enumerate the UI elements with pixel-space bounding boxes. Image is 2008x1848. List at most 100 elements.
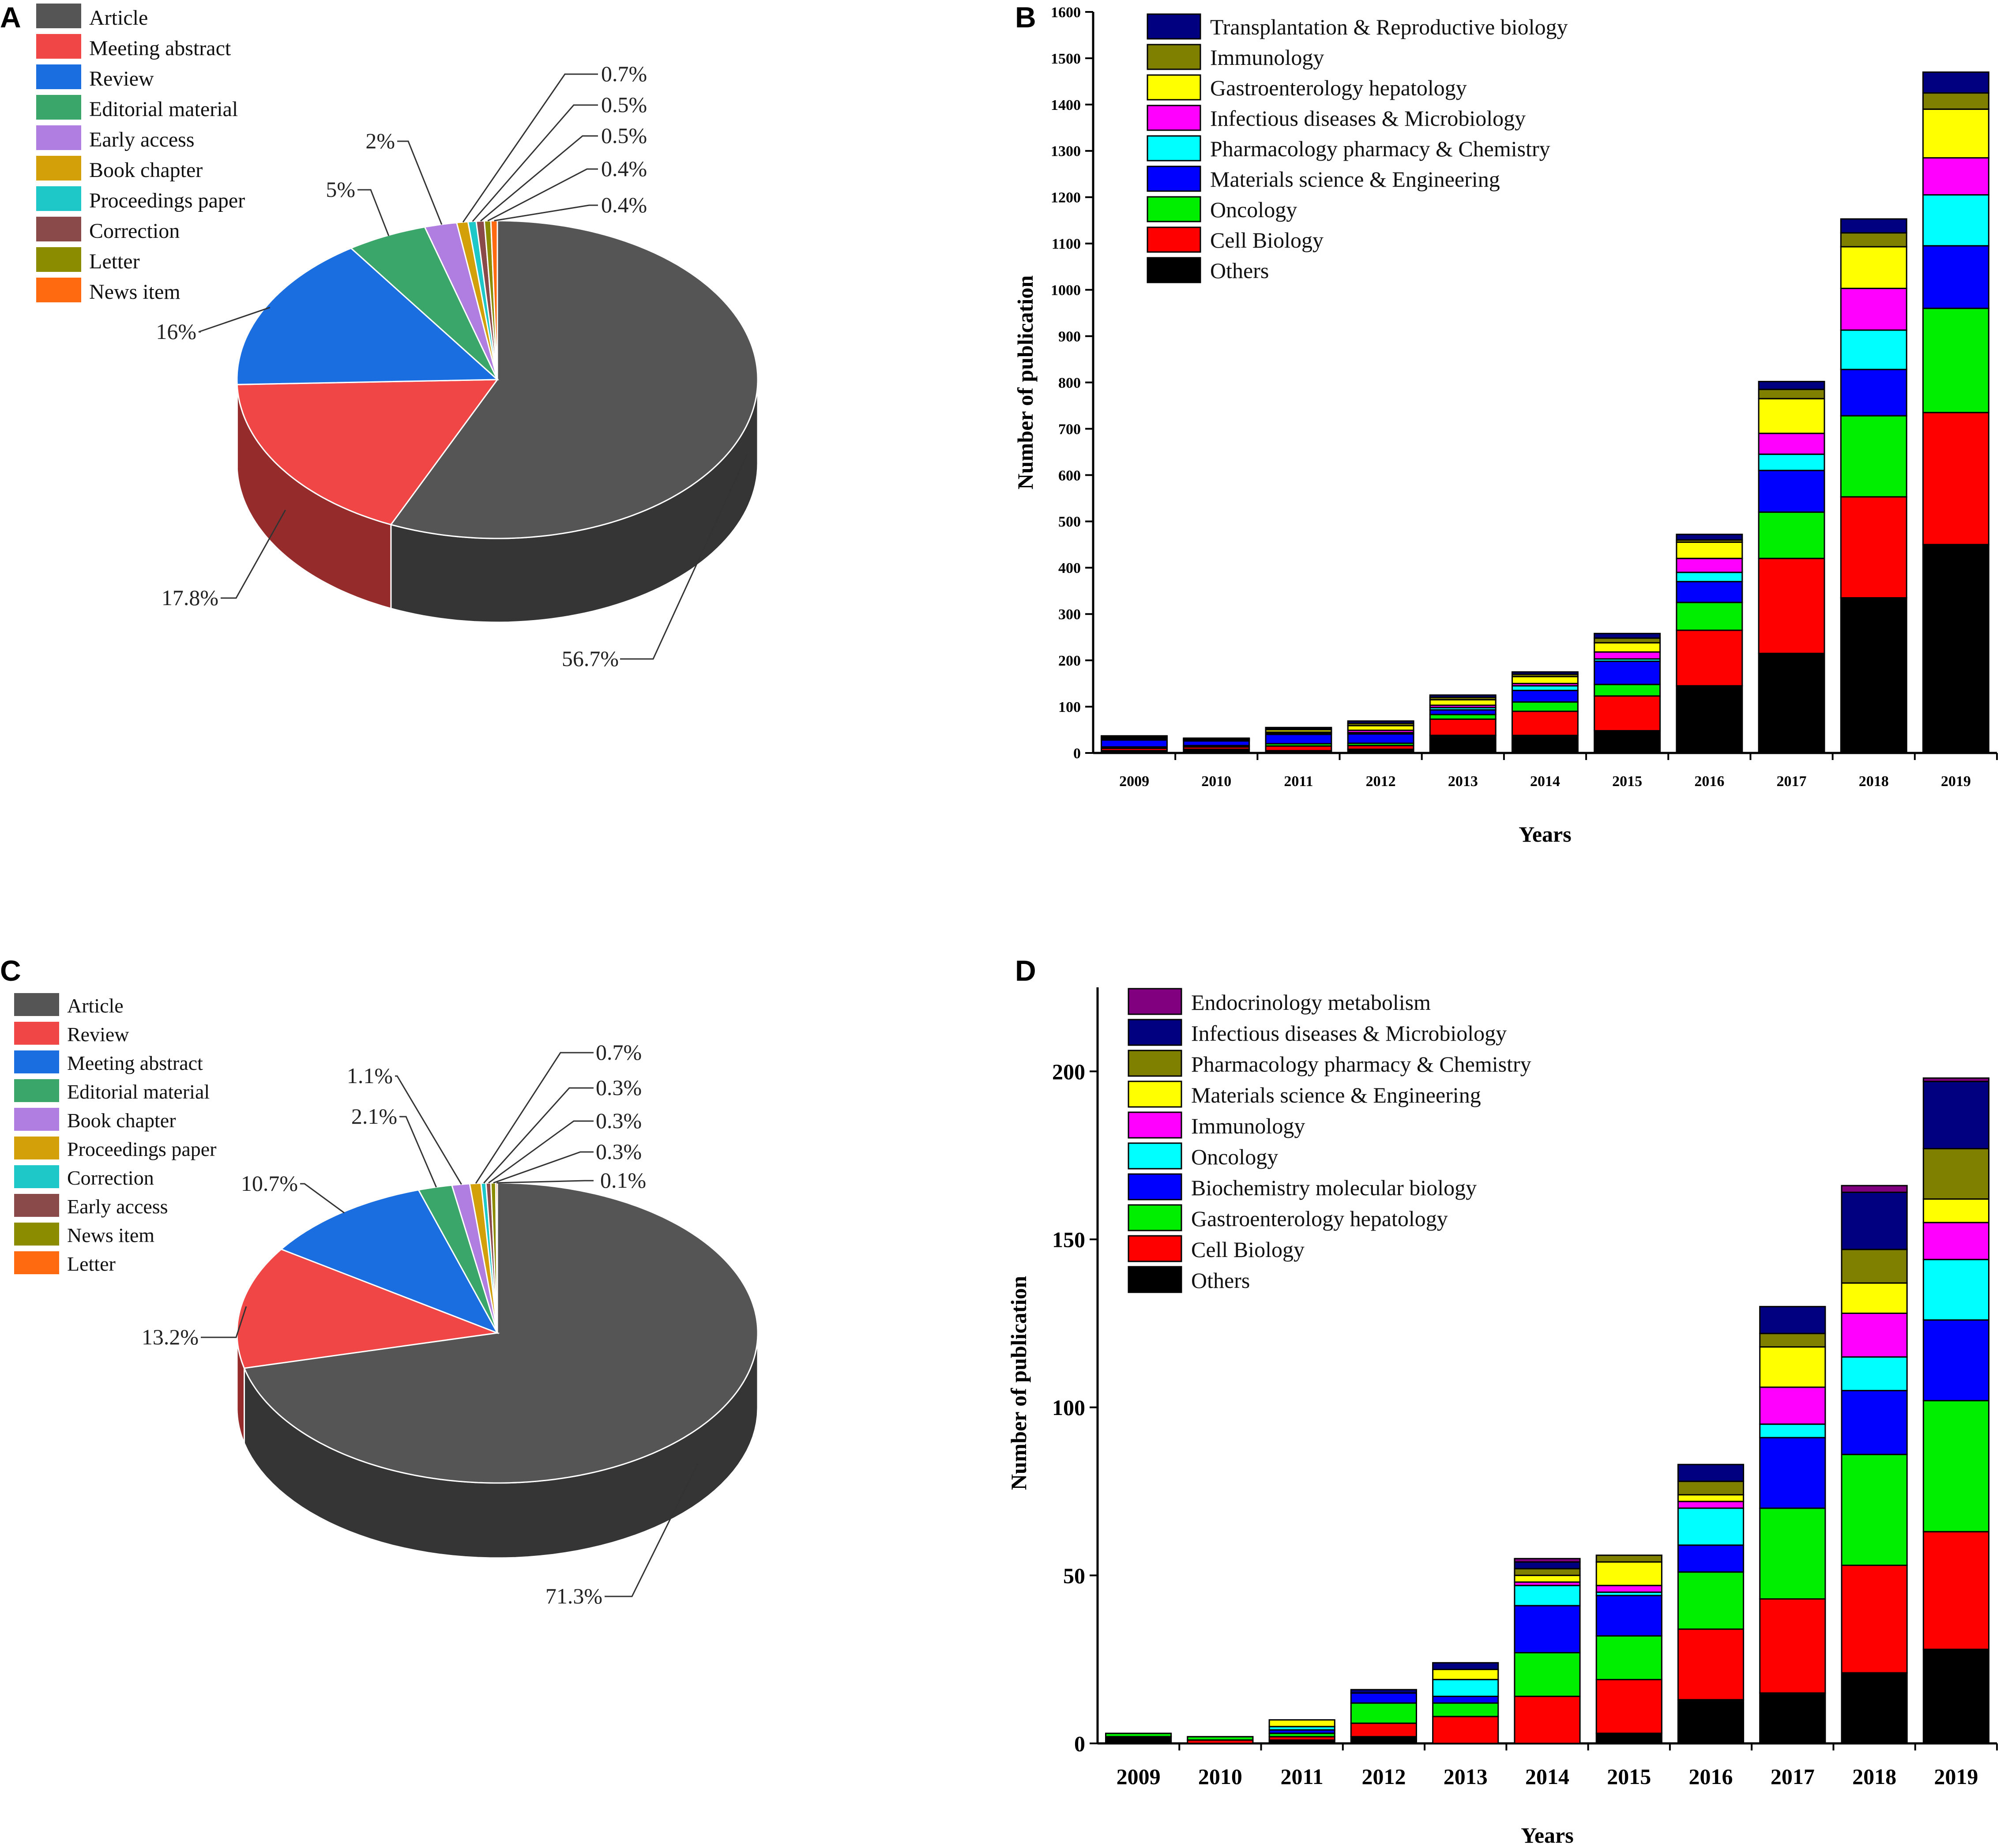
- bar-2014-cell-biology: [1514, 1695, 1581, 1744]
- bar-2017-cell-biology: [1759, 1598, 1826, 1694]
- x-tick-label-2013: 2013: [1444, 1764, 1488, 1789]
- y-tick-label: 0: [1073, 745, 1081, 762]
- y-tick-label: 0: [1074, 1731, 1085, 1756]
- legend-swatch-article: [36, 4, 81, 28]
- bar-2014-cell-biology: [1512, 711, 1579, 736]
- x-axis-title: Years: [1519, 822, 1571, 847]
- bar-2013-materials-science-and-engineering: [1432, 1669, 1499, 1680]
- bar-2016-cell-biology: [1677, 1628, 1745, 1701]
- bar-2013-infectious-diseases-and-microbiology: [1432, 1662, 1499, 1671]
- bar-2019-pharmacology-pharmacy-and-chemistry: [1922, 194, 1989, 247]
- bar-2012-infectious-diseases-and-microbiology: [1350, 1689, 1418, 1694]
- bar-2018-oncology: [1840, 415, 1907, 498]
- bar-2018-pharmacology-pharmacy-and-chemistry: [1840, 329, 1907, 370]
- legend-label-proceedings-paper: Proceedings paper: [89, 189, 245, 212]
- bar-2014-materials-science-and-engineering: [1514, 1574, 1581, 1583]
- legend-swatch-others: [1128, 1266, 1182, 1293]
- bar-2016-others: [1676, 685, 1743, 754]
- bar-2013-oncology: [1432, 1679, 1499, 1697]
- bar-2012-cell-biology: [1350, 1722, 1418, 1738]
- pie-chart-a: Article Meeting abstract Review Editorial m…: [36, 4, 759, 671]
- bar-2018-others: [1840, 597, 1907, 754]
- bar-2015-gastroenterology-hepatology: [1594, 642, 1661, 653]
- legend-swatch-book-chapter: [14, 1108, 59, 1131]
- pie-percent-labels: 56.7% 17.8% 16% 5% 2% 0.7% 0.5% 0.5% 0.4% 0.4%: [156, 61, 748, 671]
- bar-2019-endocrinology-metabolism: [1922, 1077, 1989, 1082]
- legend-label-meeting-abstract: Meeting abstract: [67, 1052, 203, 1074]
- percent-label-editorial-material: 2.1%: [351, 1104, 397, 1129]
- y-tick-label: 800: [1058, 375, 1081, 391]
- pie-chart-c: Article Review Meeting abstract Editorial m…: [14, 993, 759, 1608]
- legend-label-letter: Letter: [89, 250, 140, 273]
- percent-label-early-access: 2%: [365, 128, 395, 153]
- y-tick-label: 1100: [1052, 236, 1081, 252]
- bar-2019-others: [1922, 544, 1989, 754]
- legend-label-meeting-abstract: Meeting abstract: [89, 37, 231, 60]
- legend-label-oncology: Oncology: [1191, 1144, 1278, 1169]
- bar-2014-oncology: [1514, 1585, 1581, 1607]
- bar-2014-endocrinology-metabolism: [1514, 1558, 1581, 1563]
- legend-label-article: Article: [89, 6, 148, 30]
- legend-label-book-chapter: Book chapter: [67, 1109, 176, 1132]
- percent-label-meeting-abstract: 17.8%: [162, 585, 218, 610]
- x-tick-label-2009: 2009: [1117, 1764, 1161, 1789]
- x-tick-label-2010: 2010: [1201, 773, 1231, 790]
- leader-line-article: [605, 1463, 699, 1597]
- legend-label-correction: Correction: [89, 219, 180, 243]
- bar-2018-biochemistry-molecular-biology: [1841, 1390, 1908, 1455]
- bar-2018-gastroenterology-hepatology: [1840, 246, 1907, 289]
- pie-slice-meeting-abstract: [280, 1189, 499, 1334]
- legend-label-infectious-diseases-and-microbiology: Infectious diseases & Microbiology: [1210, 106, 1526, 131]
- legend-swatch-proceedings-paper: [14, 1137, 59, 1159]
- bar-2019-biochemistry-molecular-biology: [1922, 1319, 1989, 1401]
- percent-label-review: 13.2%: [142, 1325, 199, 1349]
- x-tick-label-2017: 2017: [1771, 1764, 1815, 1789]
- bar-2014-biochemistry-molecular-biology: [1514, 1605, 1581, 1653]
- y-tick-label: 700: [1058, 421, 1081, 437]
- bar-2015-others: [1594, 730, 1661, 754]
- bar-2018-infectious-diseases-and-microbiology: [1840, 288, 1907, 331]
- panel-letter-d: D: [1015, 954, 1036, 987]
- bar-2019-transplantation-and-reproductive-biology: [1922, 71, 1989, 94]
- legend-swatch-oncology: [1128, 1142, 1182, 1170]
- bar-2016-infectious-diseases-and-microbiology: [1676, 557, 1743, 573]
- bar-2017-cell-biology: [1758, 557, 1825, 654]
- legend-label-biochemistry-molecular-biology: Biochemistry molecular biology: [1191, 1175, 1477, 1200]
- legend-swatch-infectious-diseases-and-microbiology: [1128, 1019, 1182, 1046]
- bar-2018-oncology: [1841, 1356, 1908, 1392]
- legend-label-cell-biology: Cell Biology: [1191, 1237, 1305, 1262]
- leader-line-letter: [487, 168, 598, 222]
- y-ticks: 0 100 200 300 400 500 600 700 800 900 1000 1100 1200…: [1051, 4, 1093, 762]
- bar-stacks: 2009 2010 2011 2012 2013 2014 2015 2016 2017 2018…: [1101, 71, 1998, 790]
- bar-2011-transplantation-and-reproductive-biology: [1265, 726, 1332, 730]
- bar-2015-transplantation-and-reproductive-biology: [1594, 632, 1661, 639]
- y-axis-title: Number of publication: [1006, 1276, 1031, 1490]
- percent-label-letter: 0.4%: [601, 156, 647, 181]
- bar-chart-b: 0 100 200 300 400 500 600 700 800 900 1000 1100 1200…: [1013, 4, 1998, 847]
- x-tick-label-2012: 2012: [1366, 773, 1396, 790]
- pie-slice-early-access: [424, 222, 498, 380]
- legend-label-gastroenterology-hepatology: Gastroenterology hepatology: [1210, 75, 1467, 100]
- legend-label-oncology: Oncology: [1210, 197, 1297, 222]
- bar-2013-gastroenterology-hepatology: [1432, 1702, 1499, 1717]
- y-tick-label: 100: [1058, 699, 1081, 715]
- legend-swatch-infectious-diseases-and-microbiology: [1147, 105, 1201, 131]
- x-tick-label-2012: 2012: [1361, 1764, 1406, 1789]
- bar-2016-others: [1677, 1699, 1745, 1744]
- bar-2018-endocrinology-metabolism: [1841, 1185, 1908, 1193]
- x-axis-title: Years: [1521, 1823, 1573, 1848]
- legend-label-others: Others: [1210, 258, 1269, 283]
- panel-letter-a: A: [0, 1, 21, 34]
- bar-2017-pharmacology-pharmacy-and-chemistry: [1759, 1332, 1826, 1348]
- bar-2017-oncology: [1758, 511, 1825, 559]
- bar-2017-others: [1759, 1692, 1826, 1744]
- bar-2012-gastroenterology-hepatology: [1347, 725, 1414, 731]
- legend-swatch-news-item: [36, 278, 81, 302]
- y-tick-label: 600: [1058, 467, 1081, 484]
- legend-swatch-immunology: [1128, 1111, 1182, 1139]
- bar-2017-infectious-diseases-and-microbiology: [1758, 433, 1825, 455]
- bar-2019-gastroenterology-hepatology: [1922, 1400, 1989, 1532]
- percent-label-news-item: 0.3%: [596, 1139, 642, 1164]
- percent-label-article: 56.7%: [562, 646, 619, 671]
- pie-top-faces: [236, 1182, 759, 1484]
